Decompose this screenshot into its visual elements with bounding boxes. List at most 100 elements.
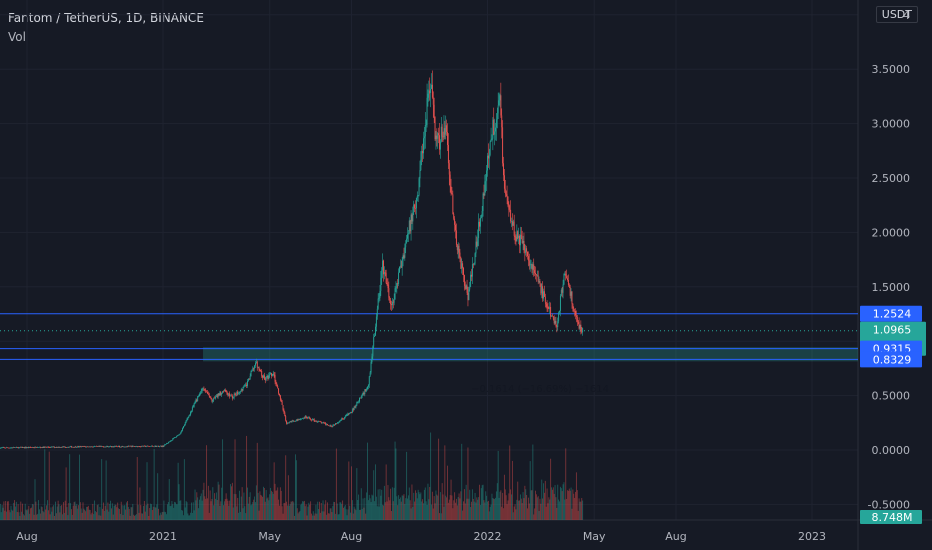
candle-body (299, 419, 301, 421)
volume-bar (306, 515, 308, 520)
volume-bar (282, 513, 284, 520)
volume-bar (570, 487, 572, 520)
candle-body (186, 418, 188, 421)
volume-bar (519, 494, 521, 520)
candle-body (0, 447, 2, 449)
candle-body (327, 424, 328, 426)
candle-body (475, 241, 477, 254)
volume-bar (365, 513, 367, 520)
candle-body (458, 245, 460, 253)
price-axis: 43.50003.00002.50002.00001.50001.00000.5… (868, 9, 910, 512)
volume-bar (372, 495, 374, 520)
volume-bar (97, 504, 99, 520)
volume-bar (221, 487, 223, 520)
line-badge-3-bg (860, 351, 922, 368)
candle-body (433, 104, 435, 117)
candle-body (75, 446, 77, 448)
volume-bar (183, 515, 184, 520)
candle-body (43, 446, 45, 448)
volume-bar (290, 501, 292, 520)
volume-bar (575, 472, 577, 520)
candle-body (323, 422, 325, 424)
candle-body (68, 447, 70, 448)
candle-body (575, 310, 576, 316)
candle-body (132, 445, 134, 447)
volume-bar (569, 490, 571, 520)
volume-bar (85, 511, 87, 520)
volume-bar (71, 509, 72, 520)
volume-bar (128, 508, 130, 520)
candle-body (276, 383, 278, 386)
candle-body (53, 446, 55, 448)
volume-bar (582, 500, 584, 520)
candle-body (218, 393, 220, 396)
candle-body (140, 446, 142, 448)
candle-body (135, 446, 136, 448)
volume-bar (43, 512, 45, 520)
volume-bar (58, 504, 60, 520)
candle-body (8, 447, 10, 449)
candle-body (336, 423, 338, 424)
volume-bar (347, 509, 349, 520)
volume-bar (473, 501, 475, 520)
candle-body (52, 446, 54, 448)
volume-bar (479, 484, 480, 520)
volume-bar (38, 500, 40, 520)
candle-body (41, 447, 43, 448)
candle-body (332, 425, 334, 427)
candle-body (519, 234, 521, 246)
volume-bar (285, 455, 287, 520)
candle-body (527, 256, 529, 261)
candle-body (119, 445, 120, 448)
volume-bar (149, 508, 151, 520)
volume-bar (356, 468, 358, 520)
volume-bar (303, 500, 305, 520)
volume-bar (485, 491, 487, 520)
candle-body (355, 405, 357, 408)
volume-bar (72, 505, 74, 520)
candle-body (3, 447, 5, 448)
candle-body (5, 447, 7, 449)
candle-body (557, 321, 559, 328)
volume-bar (395, 448, 397, 520)
candle-body (384, 272, 386, 273)
volume-bar (252, 502, 254, 520)
candle-body (220, 392, 222, 395)
candle-body (551, 315, 552, 317)
volume-bar (183, 459, 185, 520)
candle-body (271, 374, 273, 376)
candle-body (373, 336, 375, 347)
volume-bar (315, 504, 317, 520)
volume-bar (102, 508, 104, 520)
candle-body (134, 446, 136, 447)
volume-bar (446, 497, 448, 520)
currency-unit-button[interactable]: USDT (875, 6, 918, 23)
volume-bar (470, 506, 472, 520)
volume-bar (575, 491, 576, 520)
volume-bar (12, 510, 14, 520)
candle-body (176, 435, 178, 437)
candle-body (242, 387, 244, 391)
volume-bar (331, 512, 333, 520)
volume-bar (87, 506, 88, 520)
volume-bar (368, 494, 370, 520)
volume-bar (512, 512, 514, 520)
volume-bar (496, 483, 498, 520)
candle-body (150, 446, 152, 447)
candle-body (544, 296, 546, 303)
volume-bar (180, 500, 182, 520)
volume-bar (202, 489, 204, 520)
candle-body (487, 155, 489, 159)
candle-body (308, 417, 310, 419)
candle-body (15, 447, 17, 448)
volume-bar (238, 512, 240, 520)
candle-body (372, 346, 374, 357)
volume-bar (26, 510, 28, 520)
volume-bar (455, 502, 456, 520)
volume-bar (433, 496, 435, 520)
volume-bar (376, 506, 378, 520)
candle-body (70, 446, 72, 447)
volume-bar (393, 487, 395, 520)
volume-indicator-label[interactable]: Vol (8, 30, 26, 44)
